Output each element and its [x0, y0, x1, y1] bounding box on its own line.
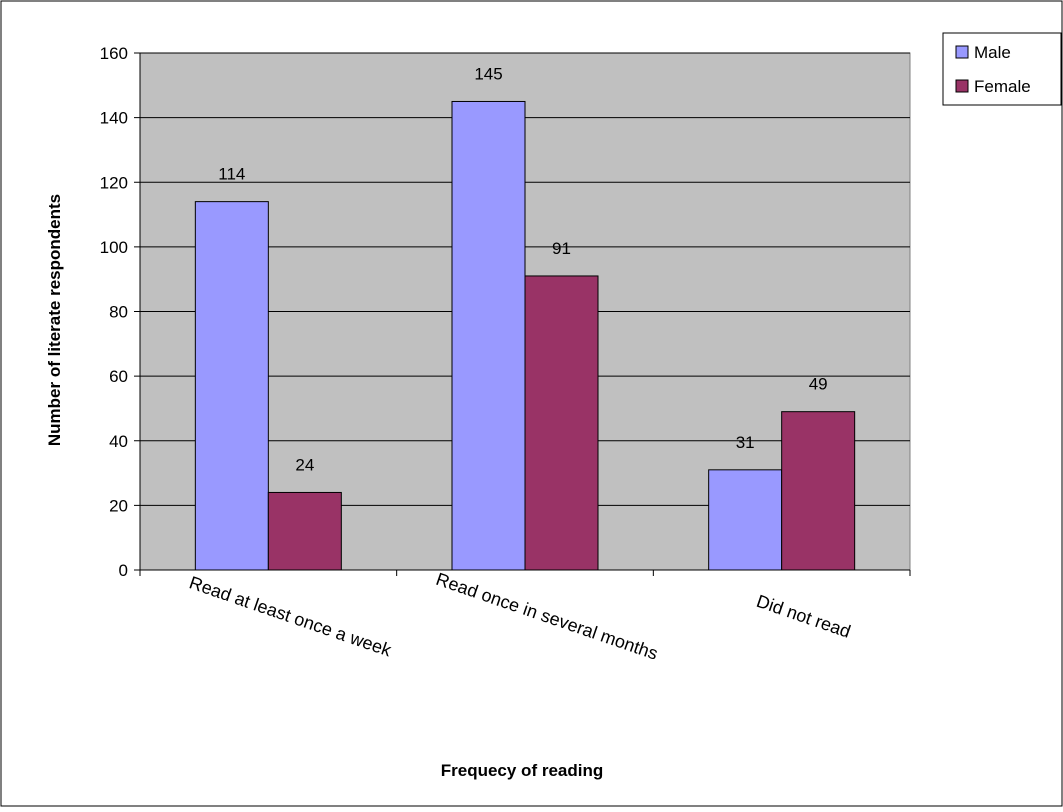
y-tick-label: 20 [109, 496, 128, 515]
bar-male-1 [194, 201, 269, 571]
legend-box [942, 32, 1062, 106]
bar-female-3 [781, 411, 856, 571]
bar-female-1 [267, 491, 342, 571]
y-tick-label: 160 [100, 44, 128, 63]
legend-label-male: Male [974, 43, 1011, 62]
bar-female-2 [524, 275, 599, 571]
data-label: 24 [295, 455, 314, 474]
data-labels: 114 24 145 91 31 49 [218, 64, 827, 474]
legend-swatch-male [955, 45, 969, 59]
data-label: 49 [809, 375, 828, 394]
data-label: 91 [552, 239, 571, 258]
y-tick-label: 80 [109, 303, 128, 322]
data-label: 114 [218, 165, 245, 184]
x-axis-title: Frequecy of reading [441, 761, 603, 780]
y-tick-label: 40 [109, 432, 128, 451]
y-tick-label: 140 [100, 109, 128, 128]
legend: Male Female [942, 32, 1062, 106]
bar-male-3 [708, 469, 783, 571]
data-label: 145 [474, 64, 502, 83]
y-tick-label: 120 [100, 173, 128, 192]
y-tick-label: 60 [109, 367, 128, 386]
y-tick-label: 100 [100, 238, 128, 257]
y-tick-label: 0 [119, 561, 128, 580]
legend-swatch-female [955, 79, 969, 93]
bars [194, 100, 856, 571]
data-label: 31 [736, 433, 755, 452]
bar-male-2 [451, 100, 526, 571]
legend-label-female: Female [974, 77, 1031, 96]
y-axis-title: Number of literate respondents [45, 194, 64, 446]
